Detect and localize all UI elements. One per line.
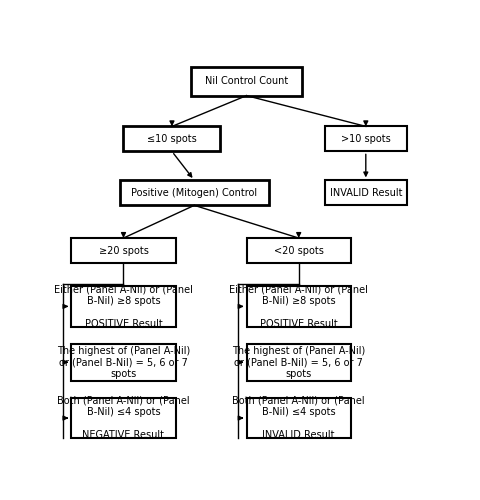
Text: >10 spots: >10 spots — [340, 134, 390, 144]
Text: Nil Control Count: Nil Control Count — [204, 76, 288, 86]
Text: The highest of (Panel A-Nil)
or (Panel B-Nil) = 5, 6 or 7
spots: The highest of (Panel A-Nil) or (Panel B… — [231, 346, 365, 379]
Text: ≥20 spots: ≥20 spots — [98, 246, 148, 256]
FancyBboxPatch shape — [120, 180, 268, 206]
FancyBboxPatch shape — [246, 344, 350, 381]
FancyBboxPatch shape — [71, 344, 175, 381]
FancyBboxPatch shape — [246, 286, 350, 327]
Text: <20 spots: <20 spots — [273, 246, 323, 256]
Text: Either (Panel A-Nil) or (Panel
B-Nil) ≥8 spots

POSITIVE Result: Either (Panel A-Nil) or (Panel B-Nil) ≥8… — [229, 284, 367, 329]
FancyBboxPatch shape — [190, 66, 302, 96]
FancyBboxPatch shape — [123, 126, 220, 152]
Text: Both (Panel A-Nil) or (Panel
B-Nil) ≤4 spots

INVALID Result: Both (Panel A-Nil) or (Panel B-Nil) ≤4 s… — [232, 396, 364, 440]
Text: ≤10 spots: ≤10 spots — [147, 134, 196, 144]
Text: The highest of (Panel A-Nil)
or (Panel B-Nil) = 5, 6 or 7
spots: The highest of (Panel A-Nil) or (Panel B… — [57, 346, 190, 379]
FancyBboxPatch shape — [71, 398, 175, 438]
FancyBboxPatch shape — [246, 398, 350, 438]
FancyBboxPatch shape — [71, 238, 175, 263]
FancyBboxPatch shape — [324, 126, 406, 152]
Text: INVALID Result: INVALID Result — [329, 188, 401, 198]
Text: Both (Panel A-Nil) or (Panel
B-Nil) ≤4 spots

NEGATIVE Result: Both (Panel A-Nil) or (Panel B-Nil) ≤4 s… — [57, 396, 190, 440]
FancyBboxPatch shape — [324, 180, 406, 206]
Text: Positive (Mitogen) Control: Positive (Mitogen) Control — [131, 188, 257, 198]
FancyBboxPatch shape — [246, 238, 350, 263]
Text: Either (Panel A-Nil) or (Panel
B-Nil) ≥8 spots

POSITIVE Result: Either (Panel A-Nil) or (Panel B-Nil) ≥8… — [54, 284, 192, 329]
FancyBboxPatch shape — [71, 286, 175, 327]
